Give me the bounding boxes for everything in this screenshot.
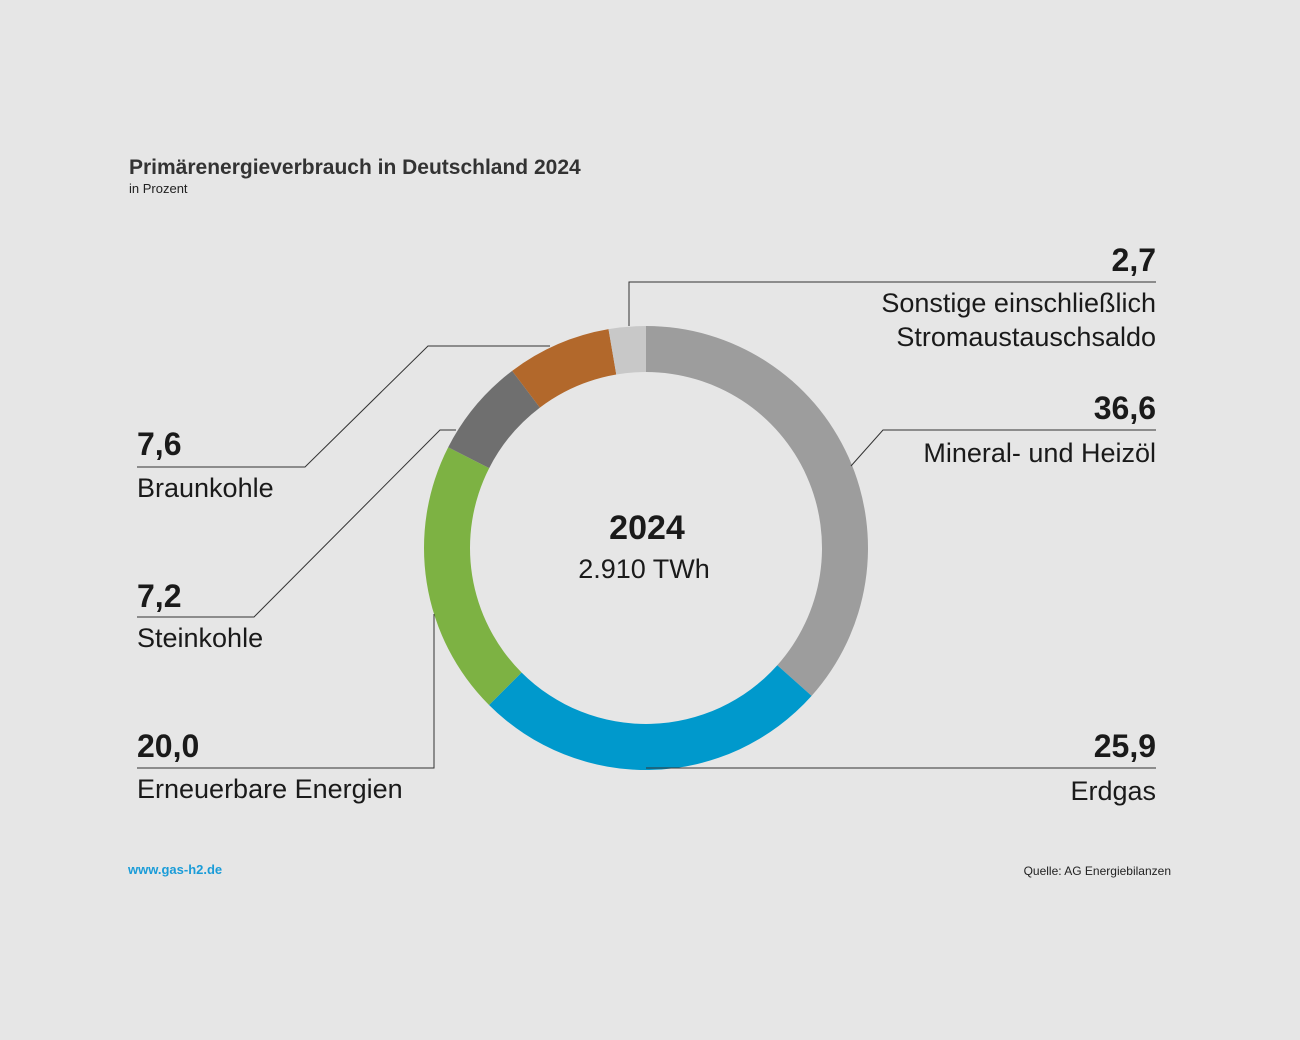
leader-steinkohle (137, 429, 456, 618)
category-label-steinkohle: Steinkohle (137, 623, 263, 653)
category-label-mineraloel: Mineral- und Heizöl (923, 438, 1156, 468)
donut-slices (423, 326, 868, 770)
slice-erneuerbare (423, 447, 522, 705)
source-note: Quelle: AG Energiebilanzen (1023, 864, 1171, 878)
category-label-erneuerbare: Erneuerbare Energien (137, 774, 403, 804)
value-label-erdgas: 25,9 (1094, 728, 1156, 764)
value-label-erneuerbare: 20,0 (137, 728, 199, 764)
leader-braunkohle (137, 345, 550, 468)
category-label-erdgas: Erdgas (1070, 776, 1156, 806)
center-total: 2.910 TWh (578, 554, 710, 584)
value-label-steinkohle: 7,2 (137, 578, 181, 614)
value-label-braunkohle: 7,6 (137, 426, 181, 462)
category-label-sonstige-line-1: Sonstige einschließlich (881, 288, 1156, 318)
slice-erdgas (489, 665, 812, 770)
value-label-sonstige: 2,7 (1112, 242, 1156, 278)
slice-braunkohle (512, 329, 617, 408)
slice-labels: 2,7 Sonstige einschließlich Stromaustausch… (137, 242, 1156, 806)
category-label-sonstige-line-2: Stromaustauschsaldo (896, 322, 1156, 352)
slice-steinkohle (448, 370, 540, 469)
leader-erneuerbare (137, 614, 435, 769)
website-link[interactable]: www.gas-h2.de (128, 862, 223, 877)
slice-sonstige (608, 326, 646, 375)
chart-subtitle: in Prozent (129, 181, 188, 196)
category-label-braunkohle: Braunkohle (137, 473, 274, 503)
leader-lines (137, 281, 1156, 769)
center-year: 2024 (609, 509, 685, 547)
leader-sonstige (628, 281, 1156, 326)
leader-mineraloel (850, 429, 1156, 467)
chart-title: Primärenergieverbrauch in Deutschland 20… (129, 156, 581, 179)
slice-mineraloel (646, 326, 868, 696)
value-label-mineraloel: 36,6 (1094, 390, 1156, 426)
